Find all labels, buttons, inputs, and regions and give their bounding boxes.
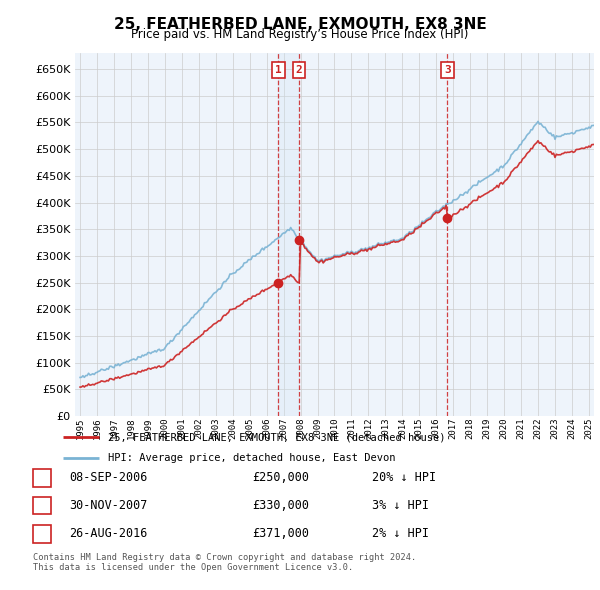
Text: £371,000: £371,000	[252, 527, 309, 540]
Text: 30-NOV-2007: 30-NOV-2007	[69, 499, 148, 512]
Text: 2% ↓ HPI: 2% ↓ HPI	[372, 527, 429, 540]
Text: Price paid vs. HM Land Registry’s House Price Index (HPI): Price paid vs. HM Land Registry’s House …	[131, 28, 469, 41]
Bar	[278, 53, 299, 416]
Text: 25, FEATHERBED LANE, EXMOUTH, EX8 3NE (detached house): 25, FEATHERBED LANE, EXMOUTH, EX8 3NE (d…	[108, 432, 445, 442]
Text: 3: 3	[444, 65, 451, 75]
Text: 08-SEP-2006: 08-SEP-2006	[69, 471, 148, 484]
Text: This data is licensed under the Open Government Licence v3.0.: This data is licensed under the Open Gov…	[33, 563, 353, 572]
Text: 25, FEATHERBED LANE, EXMOUTH, EX8 3NE: 25, FEATHERBED LANE, EXMOUTH, EX8 3NE	[113, 17, 487, 31]
Text: 3: 3	[38, 527, 46, 540]
Text: HPI: Average price, detached house, East Devon: HPI: Average price, detached house, East…	[108, 453, 395, 463]
Text: 26-AUG-2016: 26-AUG-2016	[69, 527, 148, 540]
Text: 1: 1	[38, 471, 46, 484]
Text: £330,000: £330,000	[252, 499, 309, 512]
Text: 20% ↓ HPI: 20% ↓ HPI	[372, 471, 436, 484]
Text: £250,000: £250,000	[252, 471, 309, 484]
Text: Contains HM Land Registry data © Crown copyright and database right 2024.: Contains HM Land Registry data © Crown c…	[33, 553, 416, 562]
Text: 2: 2	[296, 65, 302, 75]
Text: 2: 2	[38, 499, 46, 512]
Text: 3% ↓ HPI: 3% ↓ HPI	[372, 499, 429, 512]
Text: 1: 1	[275, 65, 282, 75]
